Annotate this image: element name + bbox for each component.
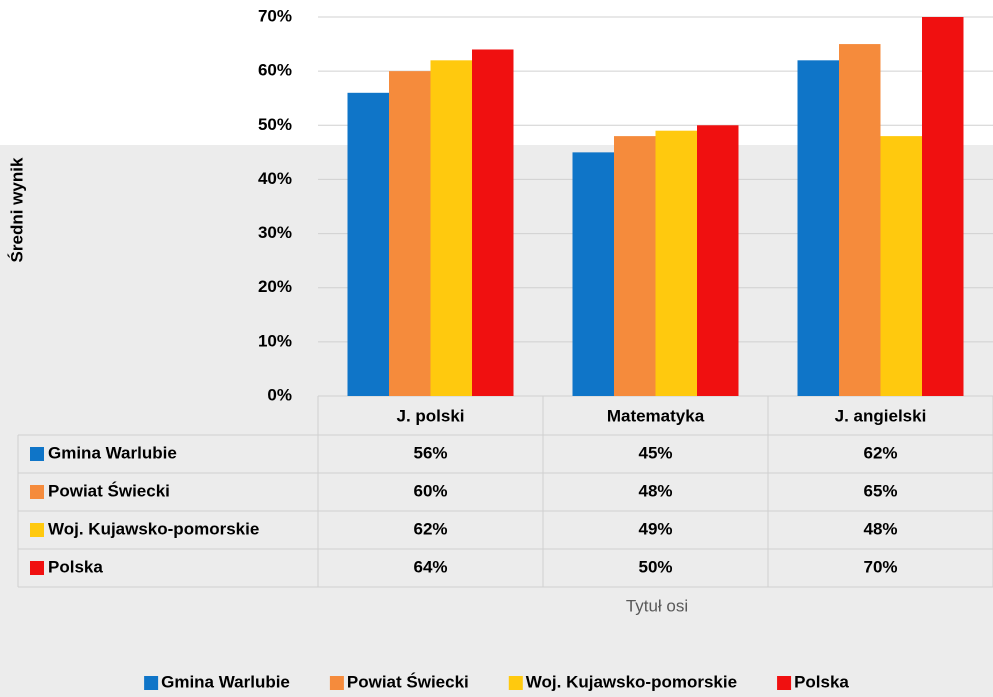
data-label: 62% — [413, 519, 447, 538]
bar — [573, 152, 615, 396]
data-label: 45% — [638, 443, 672, 462]
x-tick-label: J. polski — [396, 406, 464, 425]
bar — [389, 71, 431, 396]
bar — [881, 136, 923, 396]
y-tick-label: 20% — [258, 277, 292, 296]
table-legend-key — [30, 561, 44, 575]
data-label: 48% — [863, 519, 897, 538]
table-series-name: Gmina Warlubie — [48, 443, 177, 462]
y-tick-label: 40% — [258, 169, 292, 188]
data-label: 62% — [863, 443, 897, 462]
y-tick-label: 30% — [258, 223, 292, 242]
x-tick-label: Matematyka — [607, 406, 705, 425]
bar — [656, 131, 698, 396]
legend-label: Polska — [794, 672, 849, 691]
legend-label: Woj. Kujawsko-pomorskie — [526, 672, 737, 691]
table-legend-key — [30, 523, 44, 537]
legend-label: Gmina Warlubie — [161, 672, 290, 691]
data-label: 49% — [638, 519, 672, 538]
y-tick-label: 70% — [258, 6, 292, 25]
legend-key — [777, 676, 791, 690]
data-label: 60% — [413, 481, 447, 500]
bar — [798, 60, 840, 396]
x-tick-label: J. angielski — [835, 406, 927, 425]
bar — [614, 136, 656, 396]
legend-key — [144, 676, 158, 690]
bar — [472, 49, 514, 396]
y-axis-title: Średni wynik — [7, 157, 26, 262]
chart: Średni wynik Tytuł osi 0% 10% 20% 30% 40% 50%… — [0, 0, 993, 697]
y-tick-label: 50% — [258, 115, 292, 134]
table-series-name: Woj. Kujawsko-pomorskie — [48, 519, 259, 538]
y-tick-label: 60% — [258, 61, 292, 80]
bar — [839, 44, 881, 396]
bar — [697, 125, 739, 396]
legend-key — [509, 676, 523, 690]
y-tick-label: 10% — [258, 331, 292, 350]
bar — [922, 17, 964, 396]
legend-key — [330, 676, 344, 690]
table-legend-key — [30, 447, 44, 461]
bar — [431, 60, 473, 396]
table-legend-key — [30, 485, 44, 499]
legend-label: Powiat Świecki — [347, 672, 469, 691]
x-axis-title: Tytuł osi — [626, 596, 688, 615]
bar — [348, 93, 390, 396]
data-label: 70% — [863, 557, 897, 576]
table-series-name: Powiat Świecki — [48, 481, 170, 500]
data-label: 64% — [413, 557, 447, 576]
data-label: 50% — [638, 557, 672, 576]
data-label: 56% — [413, 443, 447, 462]
y-tick-label: 0% — [267, 385, 292, 404]
table-series-name: Polska — [48, 557, 103, 576]
data-label: 65% — [863, 481, 897, 500]
data-label: 48% — [638, 481, 672, 500]
